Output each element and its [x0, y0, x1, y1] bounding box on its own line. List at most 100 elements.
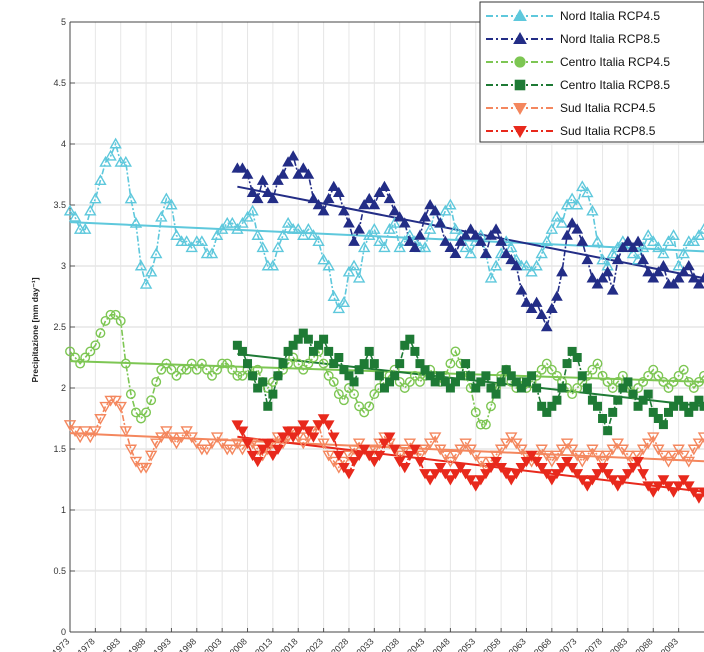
data-point: [357, 241, 371, 253]
data-point: [312, 420, 325, 431]
data-point: [252, 364, 263, 375]
data-point: [282, 426, 294, 437]
data-point: [576, 180, 589, 192]
data-point: [115, 315, 126, 326]
data-point: [485, 229, 497, 240]
trend-line-6: [237, 435, 704, 493]
data-point: [429, 205, 442, 216]
data-point: [693, 376, 704, 387]
data-point: [643, 370, 654, 381]
data-point: [150, 438, 163, 450]
data-point: [95, 328, 106, 339]
data-point: [383, 222, 396, 234]
data-point: [550, 450, 564, 462]
data-point: [638, 376, 649, 387]
data-point: [414, 229, 426, 240]
data-point: [668, 376, 679, 387]
data-point: [628, 389, 638, 399]
data-point: [160, 192, 173, 204]
data-point: [556, 463, 568, 474]
data-point: [500, 469, 513, 480]
data-point: [683, 376, 694, 387]
data-point: [698, 272, 704, 283]
data-point: [596, 456, 609, 468]
data-point: [354, 401, 365, 412]
data-point: [652, 481, 665, 492]
data-point: [236, 426, 249, 437]
data-point: [322, 259, 335, 271]
data-point: [510, 438, 523, 450]
data-point: [434, 444, 447, 456]
data-point: [591, 469, 604, 480]
data-point: [439, 450, 452, 462]
data-point: [566, 463, 578, 474]
data-point: [196, 358, 207, 369]
data-point: [256, 241, 269, 253]
data-point: [510, 469, 523, 480]
data-point: [555, 216, 569, 228]
data-point: [327, 456, 340, 468]
data-point: [611, 253, 624, 265]
data-point: [672, 272, 685, 283]
data-point: [398, 444, 411, 456]
data-point: [489, 259, 503, 271]
data-point: [581, 186, 594, 198]
data-point: [293, 358, 304, 369]
data-point: [271, 241, 285, 253]
data-point: [312, 198, 325, 210]
data-point: [692, 229, 704, 240]
data-point: [293, 334, 303, 344]
data-point: [428, 432, 442, 444]
data-point: [418, 241, 432, 253]
series-markers: [63, 137, 704, 504]
data-point: [297, 229, 310, 240]
data-point: [332, 450, 345, 462]
data-point: [124, 192, 138, 204]
data-point: [653, 414, 663, 423]
data-point: [287, 432, 300, 443]
data-point: [542, 407, 552, 417]
data-point: [363, 229, 376, 240]
data-point: [485, 463, 497, 474]
data-point: [358, 444, 371, 456]
data-point: [576, 475, 589, 486]
data-point: [678, 364, 689, 375]
data-point: [343, 217, 355, 228]
data-point: [694, 395, 704, 405]
data-point: [237, 346, 247, 356]
data-point: [570, 198, 584, 210]
data-point: [253, 383, 263, 393]
data-point: [622, 235, 634, 246]
data-point: [474, 456, 488, 468]
data-point: [398, 463, 411, 474]
data-point: [499, 438, 513, 450]
data-point: [337, 456, 351, 468]
data-point: [205, 247, 219, 259]
data-point: [404, 376, 415, 387]
data-point: [532, 383, 542, 393]
data-point: [560, 198, 574, 210]
data-point: [423, 222, 437, 234]
data-point: [592, 358, 603, 369]
data-point: [318, 358, 329, 369]
data-point: [155, 210, 168, 222]
data-point: [70, 352, 81, 363]
data-point: [445, 383, 455, 393]
data-point: [642, 229, 655, 240]
data-point: [390, 371, 400, 381]
data-point: [461, 359, 471, 369]
data-point: [484, 271, 498, 283]
data-point: [368, 198, 381, 210]
legend-box: [479, 1, 704, 143]
data-point: [596, 272, 609, 283]
data-point: [409, 444, 421, 456]
data-point: [687, 272, 700, 283]
data-point: [302, 168, 315, 179]
data-point: [459, 438, 472, 450]
data-point: [545, 475, 558, 486]
data-point: [409, 241, 421, 252]
data-point: [516, 383, 526, 393]
y-tick-label: 1.5: [53, 444, 66, 454]
data-point: [338, 205, 350, 216]
data-point: [525, 265, 538, 277]
